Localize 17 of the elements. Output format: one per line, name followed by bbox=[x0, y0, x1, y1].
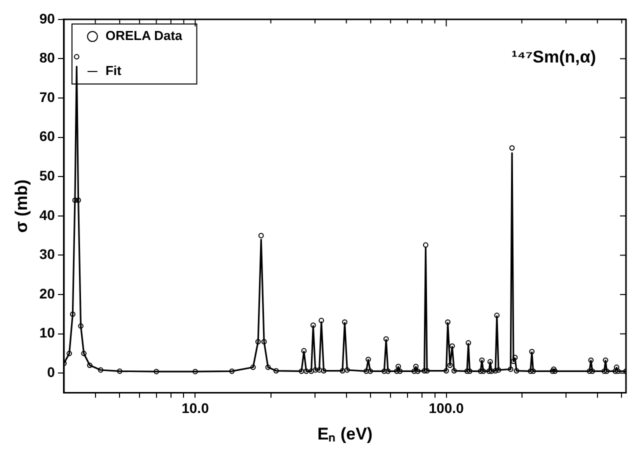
y-tick-label: 20 bbox=[39, 285, 56, 302]
x-axis-title: Eₙ (eV) bbox=[317, 424, 373, 444]
x-tick-label: 10.0 bbox=[182, 400, 210, 416]
y-axis-title: σ (mb) bbox=[12, 180, 31, 233]
y-tick-label: 50 bbox=[39, 167, 56, 184]
y-tick-label: 80 bbox=[39, 50, 56, 66]
y-tick-label: 30 bbox=[39, 246, 56, 262]
y-tick-label: 60 bbox=[39, 128, 56, 144]
y-tick-label: 10 bbox=[39, 324, 56, 341]
legend-label: Fit bbox=[105, 63, 122, 78]
annotation: ¹⁴⁷Sm(n,α) bbox=[512, 48, 596, 67]
legend-label: ORELA Data bbox=[105, 28, 184, 44]
y-tick-label: 40 bbox=[39, 206, 56, 223]
x-tick-label: 100.0 bbox=[428, 400, 464, 416]
y-tick-label: 70 bbox=[39, 88, 56, 105]
y-tick-label: 0 bbox=[47, 364, 56, 380]
y-tick-label: 90 bbox=[39, 10, 56, 26]
